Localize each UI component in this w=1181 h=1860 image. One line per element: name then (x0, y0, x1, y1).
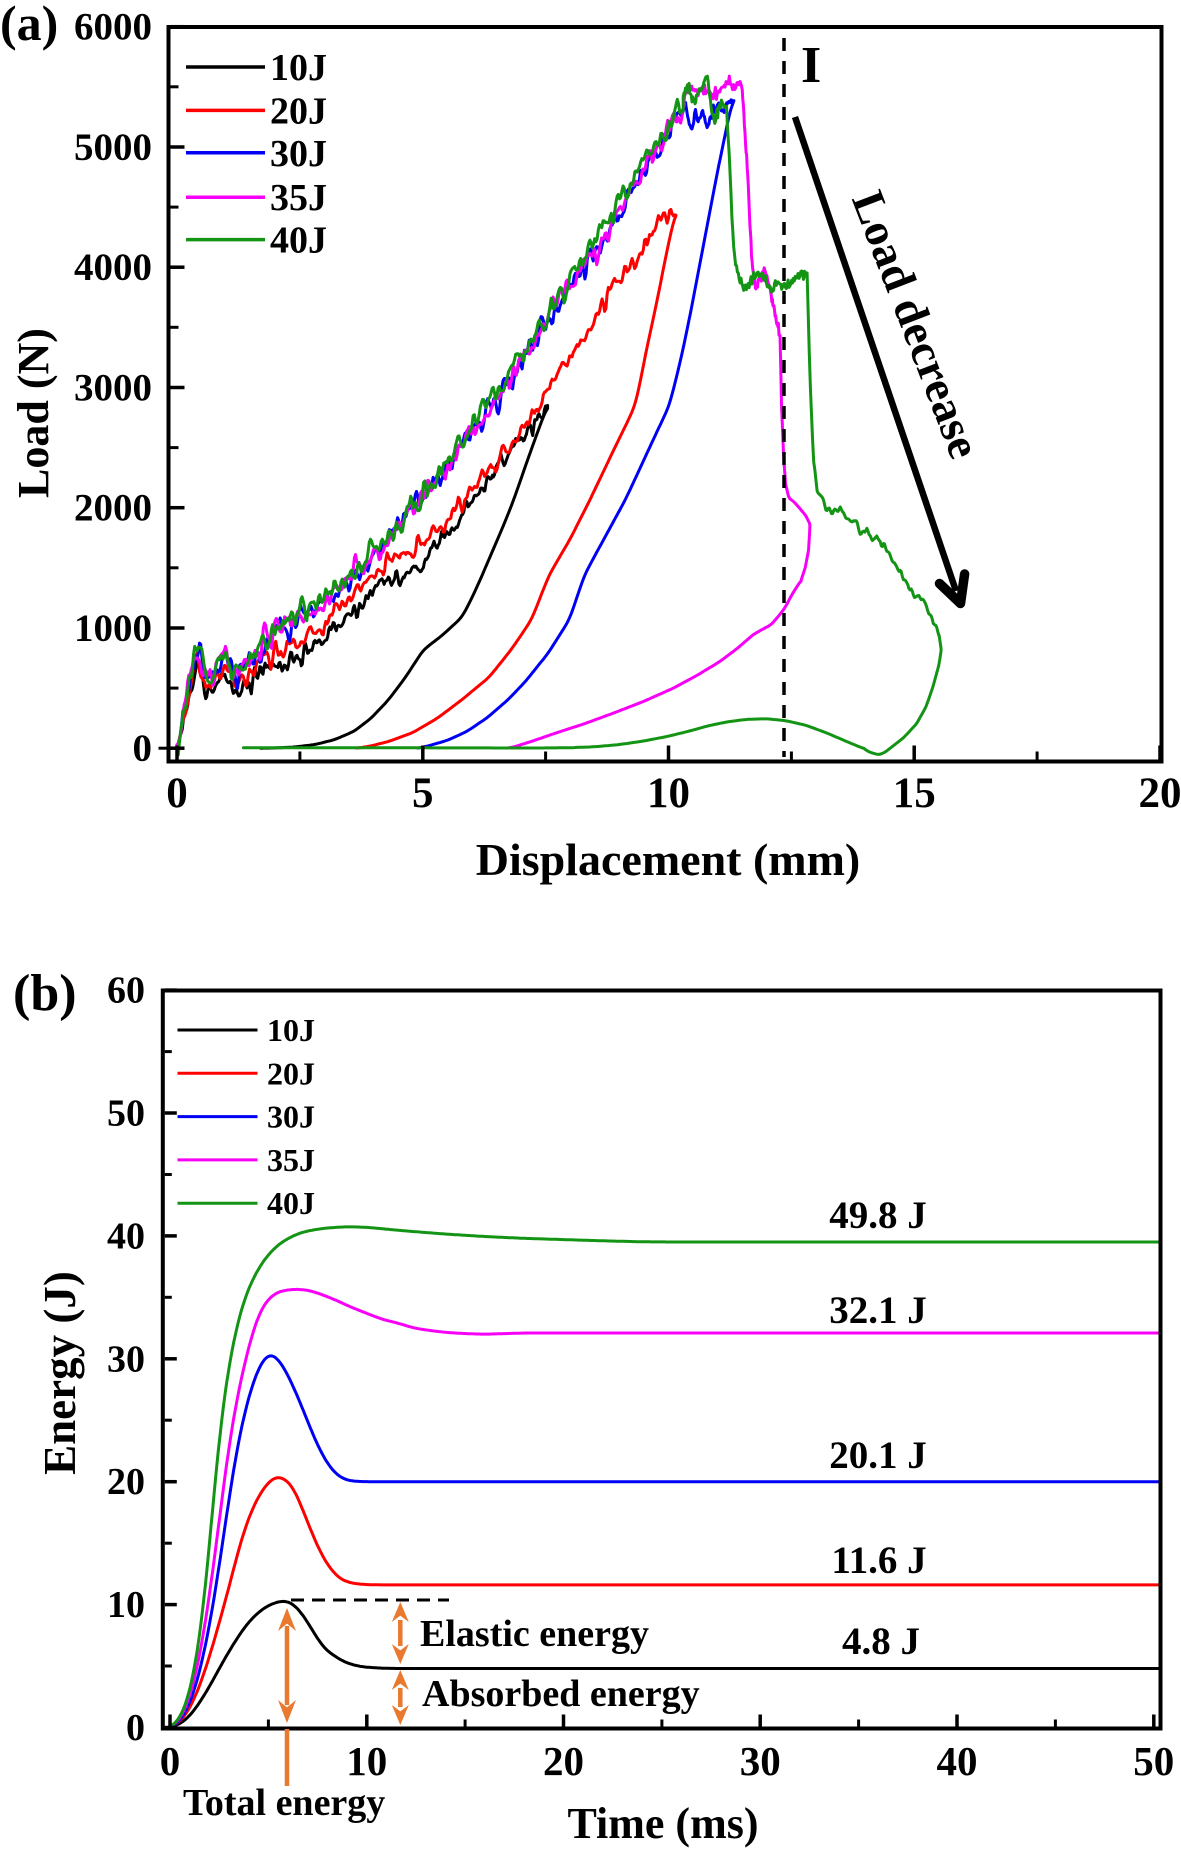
svg-text:15: 15 (893, 770, 936, 817)
svg-text:50: 50 (1133, 1738, 1174, 1784)
svg-text:10: 10 (647, 770, 690, 817)
svg-text:30: 30 (740, 1738, 781, 1784)
svg-text:1000: 1000 (74, 607, 152, 650)
svg-text:Absorbed energy: Absorbed energy (422, 1673, 700, 1715)
svg-text:20: 20 (543, 1738, 584, 1784)
svg-text:20J: 20J (267, 1055, 315, 1091)
svg-text:50: 50 (107, 1093, 145, 1135)
svg-text:Time (ms): Time (ms) (567, 1799, 758, 1848)
svg-text:20: 20 (107, 1461, 145, 1503)
svg-text:11.6 J: 11.6 J (831, 1539, 926, 1582)
svg-text:30J: 30J (267, 1099, 315, 1135)
svg-text:10J: 10J (267, 1012, 315, 1048)
svg-text:40J: 40J (270, 220, 327, 262)
svg-text:0: 0 (166, 770, 188, 817)
svg-text:60: 60 (107, 970, 145, 1012)
svg-text:40: 40 (107, 1215, 145, 1257)
svg-text:(a): (a) (0, 0, 58, 51)
svg-text:I: I (801, 37, 821, 94)
svg-text:0: 0 (126, 1707, 145, 1749)
svg-text:20.1 J: 20.1 J (829, 1434, 927, 1477)
svg-text:Elastic energy: Elastic energy (420, 1613, 649, 1655)
svg-text:5: 5 (412, 770, 434, 817)
svg-text:2000: 2000 (74, 487, 152, 530)
svg-text:(b): (b) (13, 965, 77, 1022)
svg-text:Displacement (mm): Displacement (mm) (476, 834, 861, 885)
svg-text:Load (N): Load (N) (9, 328, 58, 498)
svg-text:10: 10 (346, 1738, 387, 1784)
svg-text:10: 10 (107, 1584, 145, 1626)
svg-text:4000: 4000 (74, 246, 152, 289)
svg-text:0: 0 (160, 1738, 181, 1784)
svg-text:20J: 20J (270, 90, 327, 132)
svg-text:0: 0 (133, 727, 153, 770)
svg-text:30: 30 (107, 1338, 145, 1380)
svg-text:40: 40 (937, 1738, 978, 1784)
svg-text:32.1 J: 32.1 J (829, 1289, 927, 1332)
svg-text:30J: 30J (270, 133, 327, 175)
svg-text:10J: 10J (270, 47, 327, 89)
svg-text:Total energy: Total energy (183, 1782, 385, 1824)
svg-text:Energy (J): Energy (J) (35, 1271, 85, 1475)
svg-text:35J: 35J (270, 177, 327, 219)
svg-text:40J: 40J (267, 1185, 315, 1221)
svg-text:35J: 35J (267, 1142, 315, 1178)
svg-text:6000: 6000 (74, 6, 152, 49)
svg-text:49.8 J: 49.8 J (829, 1194, 927, 1237)
svg-text:4.8 J: 4.8 J (842, 1620, 920, 1663)
svg-text:20: 20 (1139, 770, 1181, 817)
svg-text:5000: 5000 (74, 126, 152, 169)
svg-text:3000: 3000 (74, 367, 152, 410)
